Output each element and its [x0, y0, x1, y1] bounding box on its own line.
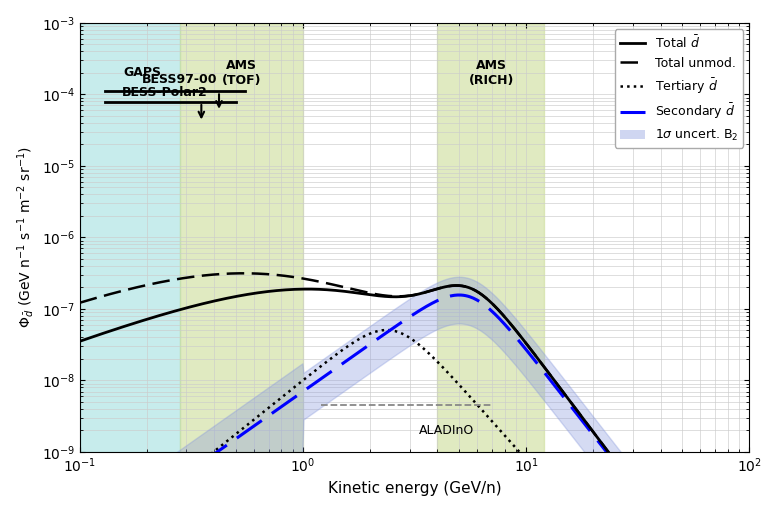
Y-axis label: $\Phi_{\bar{d}}$ (GeV n$^{-1}$ s$^{-1}$ m$^{-2}$ sr$^{-1}$): $\Phi_{\bar{d}}$ (GeV n$^{-1}$ s$^{-1}$ …: [15, 147, 36, 329]
Text: BESS97-00: BESS97-00: [142, 73, 218, 86]
Text: AMS
(TOF): AMS (TOF): [221, 59, 261, 87]
Legend: Total $\bar{d}$, Total unmod., Tertiary $\bar{d}$, Secondary $\bar{d}$, 1$\sigma: Total $\bar{d}$, Total unmod., Tertiary …: [615, 29, 744, 148]
Bar: [179, 23, 303, 452]
Text: ALADInO: ALADInO: [419, 424, 474, 437]
Bar: [80, 23, 179, 452]
Bar: [437, 23, 544, 452]
Text: GAPS: GAPS: [123, 66, 161, 79]
Text: AMS
(RICH): AMS (RICH): [469, 59, 514, 87]
Text: BESS-Polar2: BESS-Polar2: [122, 86, 207, 99]
X-axis label: Kinetic energy (GeV/n): Kinetic energy (GeV/n): [328, 481, 501, 496]
